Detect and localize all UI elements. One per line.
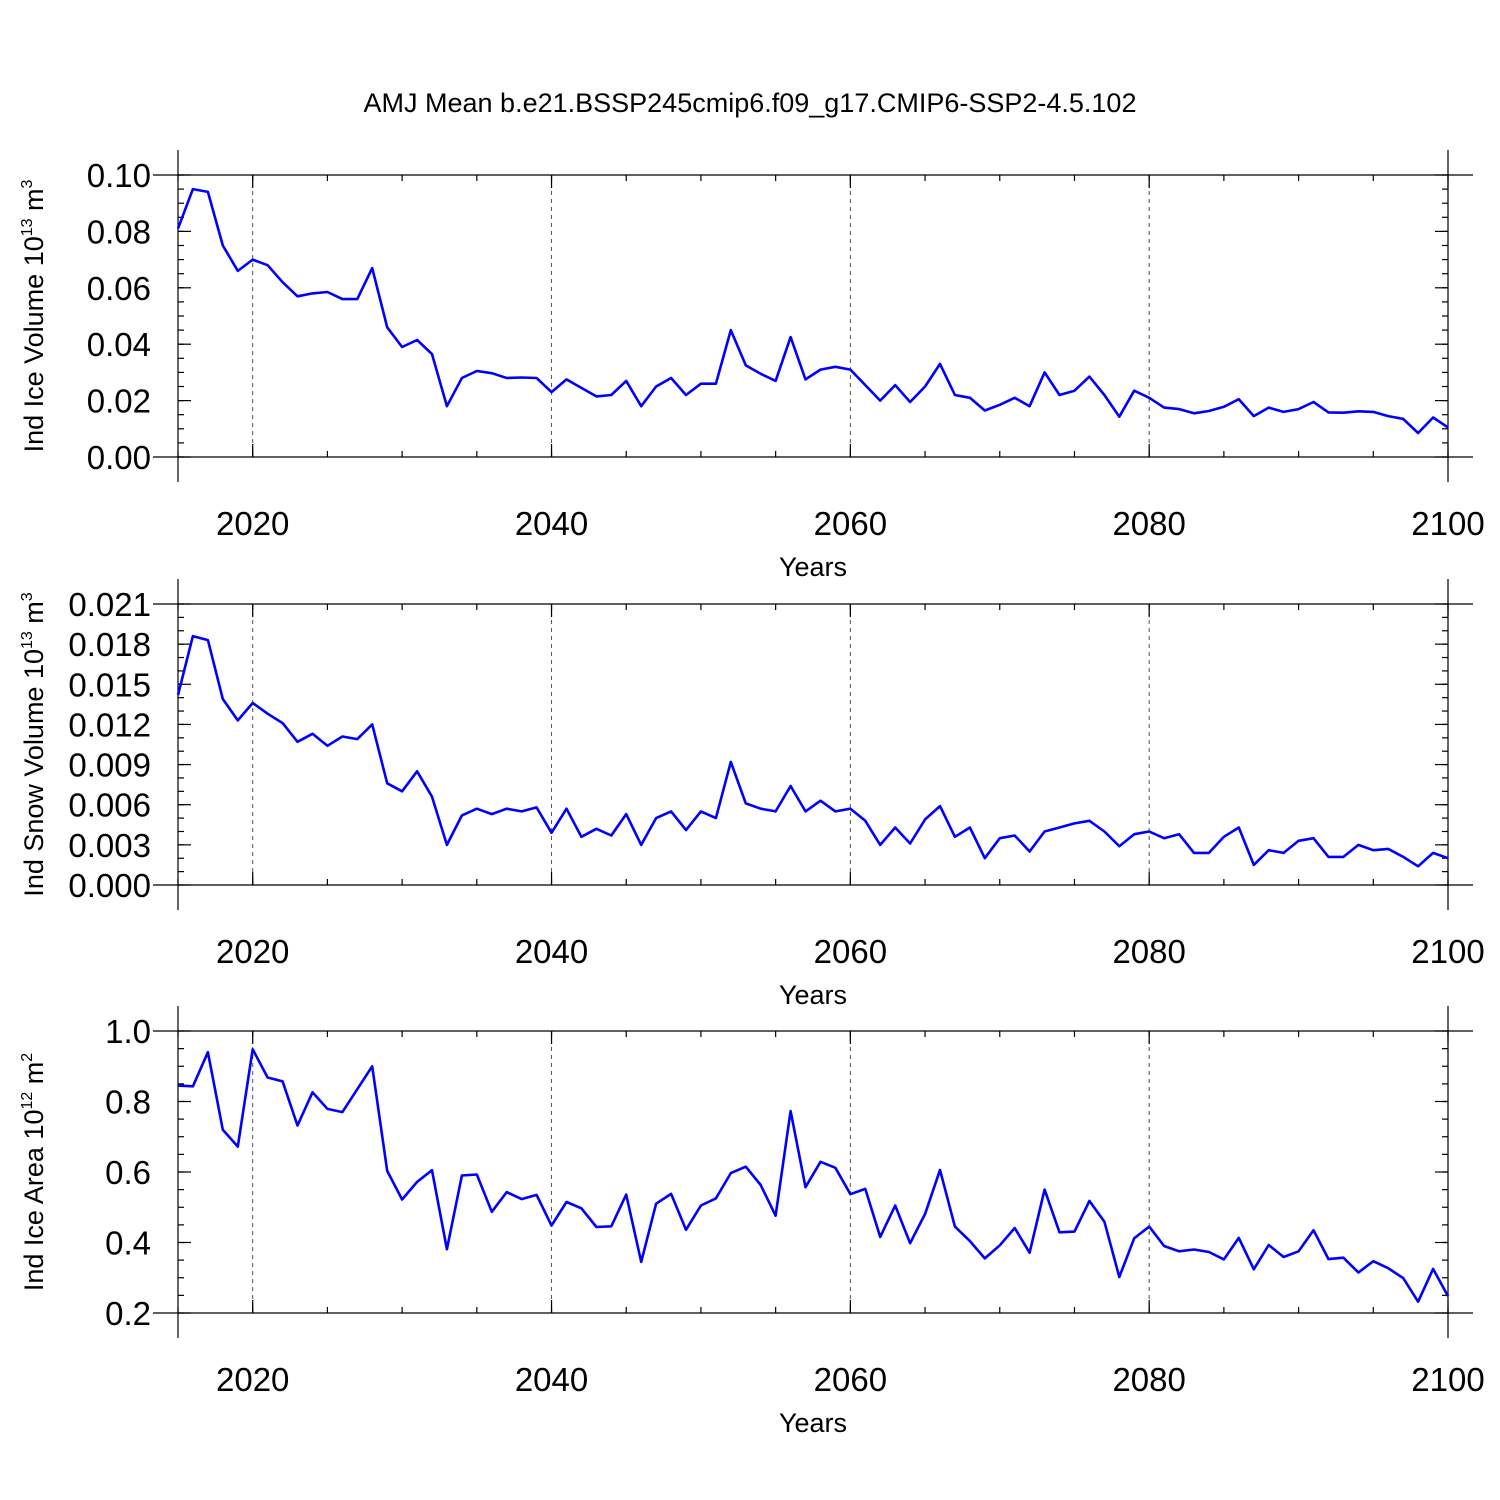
y-tick-label: 1.0 bbox=[105, 1013, 151, 1050]
y-tick-label: 0.6 bbox=[105, 1154, 151, 1191]
x-tick-label: 2020 bbox=[216, 505, 289, 542]
x-tick-label: 2020 bbox=[216, 1361, 289, 1398]
series-line-ice-area bbox=[177, 1048, 1450, 1303]
y-tick-label: 0.018 bbox=[68, 626, 151, 663]
y-axis-label-text: Ind Ice Volume 10 bbox=[19, 236, 49, 452]
y-tick-label: 0.021 bbox=[68, 586, 151, 623]
y-tick-label: 0.000 bbox=[68, 867, 151, 904]
x-tick-label: 2020 bbox=[216, 933, 289, 970]
y-axis-label-text: Ind Snow Volume 10 bbox=[19, 649, 49, 897]
x-tick-label: 2080 bbox=[1112, 933, 1185, 970]
y-axis-label: Ind Ice Area 1012 m2 bbox=[19, 1053, 49, 1291]
y-tick-label: 0.08 bbox=[87, 213, 151, 250]
y-axis-label-unit: m bbox=[19, 1062, 49, 1092]
x-tick-label: 2040 bbox=[515, 1361, 588, 1398]
y-axis-label-unit: m bbox=[19, 188, 49, 218]
x-tick-label: 2060 bbox=[814, 1361, 887, 1398]
x-tick-label: 2100 bbox=[1411, 1361, 1484, 1398]
x-tick-label: 2080 bbox=[1112, 505, 1185, 542]
y-axis-label-text: Ind Ice Area 10 bbox=[19, 1110, 49, 1292]
panel-ice-volume: 0.00 0.02 0.04 0.06 0.08 0.10 2020 2040 2060 2080… bbox=[19, 150, 1485, 582]
y-axis-label: Ind Snow Volume 1013 m3 bbox=[19, 592, 49, 896]
x-tick-label: 2100 bbox=[1411, 933, 1484, 970]
y-tick-label: 0.009 bbox=[68, 747, 151, 784]
x-tick-label: 2040 bbox=[515, 933, 588, 970]
x-tick-label: 2100 bbox=[1411, 505, 1484, 542]
y-tick-label: 0.04 bbox=[87, 326, 151, 363]
x-axis-label: Years bbox=[779, 1408, 847, 1438]
x-tick-label: 2060 bbox=[814, 505, 887, 542]
y-axis-label: Ind Ice Volume 1013 m3 bbox=[19, 179, 49, 452]
x-axis-label: Years bbox=[779, 980, 847, 1010]
chart-title: AMJ Mean b.e21.BSSP245cmip6.f09_g17.CMIP… bbox=[364, 88, 1137, 118]
y-tick-label: 0.012 bbox=[68, 706, 151, 743]
series-line-ice-volume bbox=[176, 187, 1449, 435]
y-axis-label-unit: m bbox=[19, 601, 49, 631]
y-tick-label: 0.4 bbox=[105, 1225, 151, 1262]
panel-ice-area: 0.2 0.4 0.6 0.8 1.0 2020 2040 2060 2080 2100 Years… bbox=[19, 1006, 1485, 1438]
y-axis-label-exponent: 13 bbox=[19, 218, 36, 236]
y-tick-label: 0.8 bbox=[105, 1084, 151, 1121]
y-tick-label: 0.00 bbox=[87, 439, 151, 476]
y-tick-label: 0.10 bbox=[87, 157, 151, 194]
y-tick-label: 0.2 bbox=[105, 1295, 151, 1332]
y-tick-label: 0.06 bbox=[87, 270, 151, 307]
y-axis-label-exponent: 13 bbox=[19, 631, 36, 649]
x-tick-label: 2060 bbox=[814, 933, 887, 970]
y-axis-label-unit-exponent: 3 bbox=[19, 179, 36, 188]
y-tick-label: 0.003 bbox=[68, 827, 151, 864]
y-tick-label: 0.02 bbox=[87, 383, 151, 420]
series-line-snow-volume bbox=[176, 634, 1449, 868]
y-tick-label: 0.015 bbox=[68, 666, 151, 703]
x-axis-label: Years bbox=[779, 552, 847, 582]
x-tick-label: 2080 bbox=[1112, 1361, 1185, 1398]
y-tick-label: 0.006 bbox=[68, 787, 151, 824]
y-axis-label-unit-exponent: 2 bbox=[19, 1053, 36, 1062]
y-axis-label-unit-exponent: 3 bbox=[19, 592, 36, 601]
x-tick-label: 2040 bbox=[515, 505, 588, 542]
y-axis-label-exponent: 12 bbox=[19, 1092, 36, 1110]
